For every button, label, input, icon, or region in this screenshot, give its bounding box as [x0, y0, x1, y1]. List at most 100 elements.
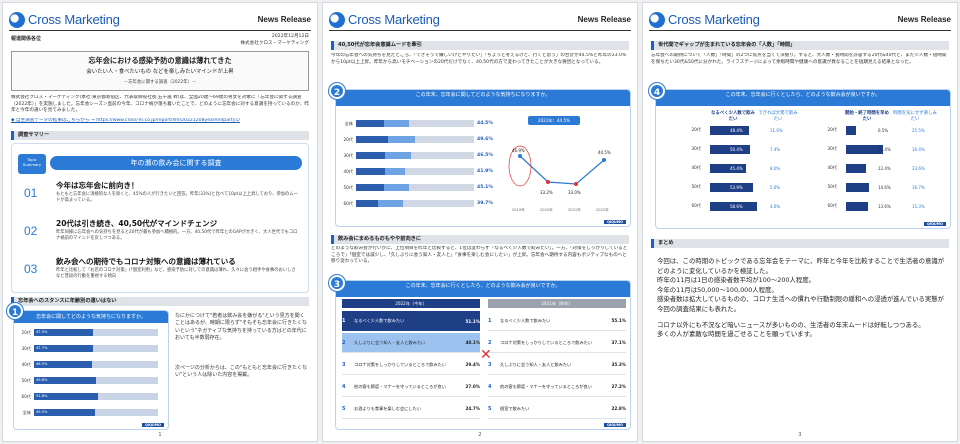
segment-consider	[387, 136, 415, 143]
mood-bar	[356, 120, 474, 127]
age-label: 30代	[827, 146, 837, 151]
segment-rest	[414, 136, 474, 143]
stance-row: 50代 49.6%	[18, 377, 166, 384]
rank-value: 40.1%	[465, 340, 480, 345]
segment-rest	[410, 152, 474, 159]
right-header-b: 時間を気にせず楽しみたい	[893, 111, 937, 122]
mood-total: 44.5%	[477, 121, 493, 126]
mood-text: 今年の忘年会への気持ちを見たところ、「できそうで嫌しいけどやりたい」「ちょっと考…	[331, 53, 627, 65]
age-label: 30代	[343, 152, 353, 158]
trend-point	[602, 158, 606, 162]
section-summary: 調査サマリー	[11, 131, 309, 140]
rank-text: 久しぶりに会う知人・友人と飲みたい	[500, 361, 572, 367]
age-label: 50代	[343, 184, 353, 190]
trend-point	[546, 180, 550, 184]
rank-value: 37.1%	[611, 340, 626, 345]
segment-want	[356, 168, 385, 175]
point-2: 02 20代は引き続き、40,50代がマインドチェンジ 昨年同様に忘年会への気持…	[12, 216, 308, 252]
mood-bar	[356, 200, 474, 207]
chart-title: この年末、忘年会に行くとしたら、どのような飲み会が良いですか。	[656, 90, 950, 106]
segment-rest	[405, 168, 474, 175]
point-number: 01	[24, 186, 38, 200]
section-generation-gap: 世代間でギャップが生まれている忘年会の「人数」「時間」	[651, 41, 949, 50]
brand-logo: Cross Marketing	[649, 11, 760, 28]
age-label: 40代	[691, 165, 701, 170]
trend-year: 2019年	[512, 208, 525, 212]
age-label: 60代	[827, 203, 837, 208]
section-summary: まとめ	[651, 239, 949, 248]
segment-rest	[402, 200, 474, 207]
trend-point	[574, 182, 578, 186]
news-release-label: News Release	[897, 15, 951, 24]
point-title: 20代は引き続き、40,50代がマインドチェンジ	[56, 219, 218, 228]
rank-number: 4	[488, 383, 492, 390]
trend-point	[518, 154, 522, 158]
mood-row: 30代 46.5%	[340, 152, 504, 159]
trend-label: 2022年：44.5%	[528, 116, 580, 125]
point-title: 飲み会への期待でもコロナ対策への意識は薄れている	[56, 257, 236, 266]
age-label: 60代	[21, 393, 31, 399]
small-group-value: 45.4%	[730, 166, 743, 171]
mood-bar	[356, 168, 474, 175]
segment-rest	[93, 345, 158, 352]
summary-paragraph: 昨年の11月は1日の感染者数平均が100～200人程度。	[657, 276, 816, 285]
mood-bar	[356, 136, 474, 143]
segment-rest	[408, 120, 474, 127]
segment-want	[356, 184, 385, 191]
ranking-row: 1 なるべく少人数で飲みたい 55.1%	[488, 311, 626, 331]
segment-rest	[95, 377, 158, 384]
age-label: 全体	[344, 120, 353, 126]
free-time-value: 15.3%	[912, 204, 925, 209]
generation-text: 忘年会への期待について「人数」「時間」の2つに焦点を当てて深掘り。すると、大人数…	[651, 53, 947, 65]
section-mood: 40,50代が忘年会意識ムードを牽引	[331, 41, 629, 50]
point-number: 03	[24, 262, 38, 276]
age-label: 50代	[827, 184, 837, 189]
segment-rest	[409, 184, 474, 191]
rank-value: 35.3%	[611, 362, 626, 367]
point-body: もともと忘年会に消極的な人を除くと、45%の人が行きたいと回答。昨年(33%)と…	[56, 192, 298, 204]
trend-value: 44.5%	[598, 150, 611, 155]
mood-bar	[356, 152, 474, 159]
segment-consider	[384, 168, 406, 175]
cross-marketing-logo-icon	[9, 11, 25, 28]
ranking-row: 3 コロナ対策をしっかりしているところで飲みたい 29.4%	[342, 355, 480, 375]
age-label: 30代	[21, 345, 31, 351]
brand-name: Cross Marketing	[668, 12, 760, 27]
rank-value: 27.2%	[611, 384, 626, 389]
release-date: 2022年12月12日	[271, 34, 309, 39]
segment-consider	[384, 184, 410, 191]
small-group-bar	[710, 126, 749, 135]
point-body: 昨年と比較して「お店のコロナ対策」(「個室利用」など、感染予防に対しての意識は薄…	[56, 268, 296, 280]
trend-line	[519, 155, 605, 185]
free-time-value: 16.7%	[912, 185, 925, 190]
early-time-value: 6.5%	[878, 128, 889, 133]
cross-mark-icon: ✕	[480, 347, 492, 363]
page-2: Cross Marketing News Release 40,50代が忘年会意…	[322, 2, 638, 442]
trend-value: 33.2%	[540, 190, 553, 195]
segment-consider	[384, 152, 411, 159]
early-time-value: 12.4%	[878, 166, 891, 171]
left-header-b: できれば大勢で飲みたい	[758, 111, 798, 122]
rank-number: 5	[342, 405, 346, 412]
mood-row: 全体 44.5%	[340, 120, 504, 127]
segment-rest	[91, 361, 158, 368]
page-header: Cross Marketing News Release	[649, 9, 951, 31]
report-link[interactable]: ◆ 自主調査データの結果はこちらから → https://www.cross-m…	[11, 118, 240, 123]
mood-row: 20代 49.6%	[340, 136, 504, 143]
stance-row: 全体 49.5%	[18, 409, 166, 416]
early-time-bar	[846, 126, 857, 135]
stance-commentary: なにかにつけて"若者は飲み会を嫌がる"という見方を聞くことはあるが、時期に限らず…	[175, 313, 308, 341]
highlight-circle	[508, 145, 532, 187]
rank-value: 24.7%	[465, 406, 480, 411]
age-label: 60代	[343, 200, 353, 206]
brand-logo: Cross Marketing	[329, 11, 440, 28]
page-number: 1	[158, 432, 162, 438]
topic-summary-box: Topic Summary 年の瀬の飲み会に関する調査 01 今年は忘年会に前向…	[11, 143, 309, 293]
trend-year: 2021年	[568, 208, 581, 212]
summary-paragraph: 今回は、この時期のトピックである忘年会をテーマに、昨年と今年を比較することで生活…	[657, 257, 945, 275]
page-header: Cross Marketing News Release	[9, 9, 311, 31]
rank-number: 5	[488, 405, 492, 412]
rank-text: お酒よりも食事を楽しむ会にしたい	[354, 405, 421, 411]
rank-value: 55.1%	[611, 318, 626, 323]
age-label: 60代	[691, 203, 701, 208]
